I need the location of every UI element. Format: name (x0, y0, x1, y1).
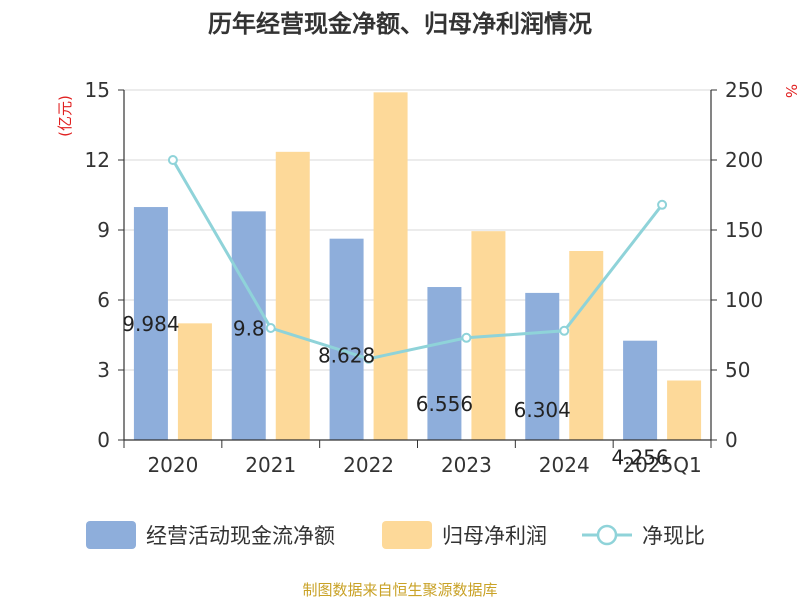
legend: 经营活动现金流净额 归母净利润 净现比 (86, 521, 705, 549)
y-left-tick-label: 12 (85, 148, 110, 172)
source-note: 制图数据来自恒生聚源数据库 (302, 581, 497, 599)
y-left-tick-label: 6 (97, 288, 110, 312)
y-left-tick-label: 15 (85, 78, 110, 102)
bar (133, 207, 168, 440)
y-right-tick-label: 0 (725, 428, 738, 452)
bar (623, 340, 658, 440)
line-point (657, 199, 668, 210)
legend-label: 归母净利润 (442, 524, 547, 548)
data-labels-group: 9.984 9.8 8.628 6.556 6.304 4.256 (122, 312, 668, 470)
y-left-tick-label: 3 (97, 358, 110, 382)
y-right-tick-label: 250 (725, 78, 763, 102)
y-axis-left-label: (亿元) (56, 95, 74, 137)
line-point (559, 325, 570, 336)
bar (427, 287, 462, 440)
grid-lines (124, 89, 711, 441)
data-label: 6.304 (514, 398, 571, 422)
bar (569, 251, 604, 440)
line-point (461, 332, 472, 343)
data-label: 9.984 (122, 312, 179, 336)
line-point (167, 155, 178, 165)
legend-label: 净现比 (642, 524, 705, 548)
x-tick-label: 2021 (245, 453, 296, 477)
bars-group (133, 92, 702, 441)
line-point (363, 353, 374, 364)
x-tick-label: 2024 (539, 453, 590, 477)
y-left-tick-label: 9 (97, 218, 110, 242)
data-label: 6.556 (416, 392, 473, 416)
chart-title: 历年经营现金净额、归母净利润情况 (208, 10, 592, 38)
data-label: 8.628 (318, 344, 375, 368)
x-tick-label: 2022 (343, 453, 394, 477)
bar (177, 323, 212, 440)
legend-swatch (86, 521, 136, 549)
bar (373, 92, 408, 440)
line-series (171, 159, 664, 361)
bar (667, 380, 702, 440)
line-point (265, 323, 276, 333)
data-label: 4.256 (611, 446, 668, 470)
y-right-tick-label: 200 (725, 148, 763, 172)
x-tick-label: 2023 (441, 453, 492, 477)
y-right-tick-label: 50 (725, 358, 750, 382)
x-tick-label: 2025Q1 (622, 453, 701, 477)
data-label: 9.8 (233, 316, 265, 340)
bar (275, 151, 310, 441)
y-right-tick-label: 100 (725, 288, 763, 312)
x-tick-label: 2020 (147, 453, 198, 477)
y-left-tick-label: 0 (97, 428, 110, 452)
legend-label: 经营活动现金流净额 (146, 524, 335, 548)
bar (525, 292, 560, 440)
bar (231, 211, 266, 440)
legend-swatch (382, 521, 432, 549)
bar (329, 238, 364, 440)
line-series-group (167, 155, 668, 364)
y-axis-right-label: % (782, 84, 800, 98)
legend-marker (596, 524, 618, 546)
y-right-tick-label: 150 (725, 218, 763, 242)
